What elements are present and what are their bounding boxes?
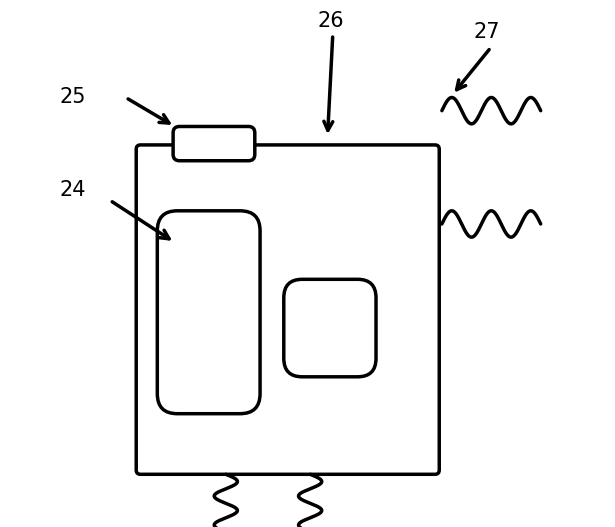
- Text: 24: 24: [60, 180, 86, 200]
- FancyBboxPatch shape: [173, 126, 255, 161]
- Text: 26: 26: [318, 11, 344, 31]
- Text: 27: 27: [474, 22, 500, 42]
- Text: 25: 25: [60, 87, 86, 108]
- FancyBboxPatch shape: [157, 211, 260, 414]
- FancyBboxPatch shape: [137, 145, 439, 474]
- FancyBboxPatch shape: [284, 279, 376, 377]
